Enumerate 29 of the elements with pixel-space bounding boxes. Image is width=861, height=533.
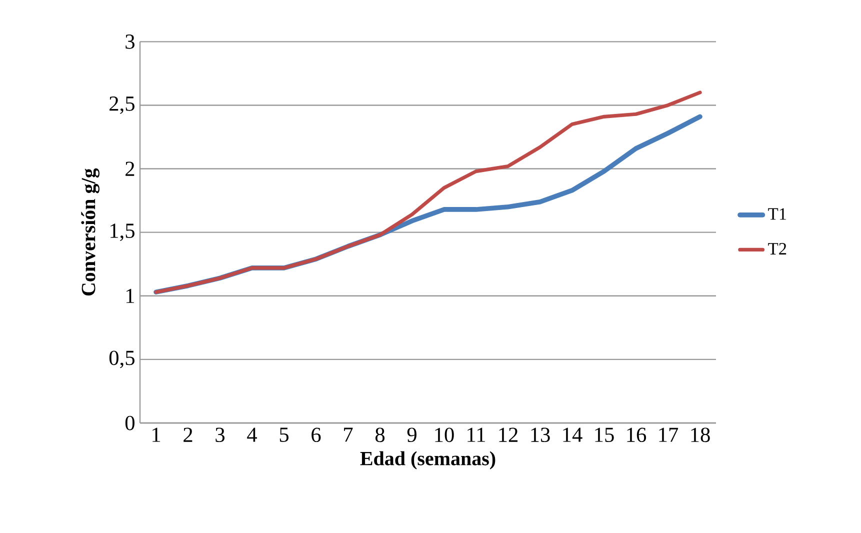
legend-label: T2 xyxy=(768,242,786,254)
x-tick-label: 11 xyxy=(468,428,485,442)
x-tick-label: 16 xyxy=(627,428,646,442)
x-tick-label: 6 xyxy=(312,428,321,442)
x-axis-title: Edad (semanas) xyxy=(360,451,496,470)
y-tick-label: 1,5 xyxy=(110,224,134,242)
x-tick-label: 3 xyxy=(216,428,224,442)
x-tick-label: 10 xyxy=(435,428,454,442)
x-tick-label: 17 xyxy=(659,428,678,442)
x-tick-label: 18 xyxy=(691,428,710,442)
x-tick-label: 1 xyxy=(152,428,160,442)
x-tick-label: 8 xyxy=(375,428,385,442)
x-tick-label: 7 xyxy=(344,428,353,442)
x-tick-label: 12 xyxy=(499,428,518,442)
x-tick-label: 13 xyxy=(531,428,550,442)
y-axis-title: Conversión g/g xyxy=(81,168,100,296)
y-tick-label: 2,5 xyxy=(110,96,134,114)
x-tick-label: 14 xyxy=(563,428,582,442)
x-tick-label: 4 xyxy=(247,428,257,442)
x-tick-label: 2 xyxy=(184,428,192,442)
y-tick-label: 2 xyxy=(126,162,134,176)
y-tick-label: 0 xyxy=(125,416,134,430)
y-tick-label: 1 xyxy=(126,288,134,303)
x-tick-label: 9 xyxy=(407,428,416,442)
x-tick-label: 5 xyxy=(280,428,288,442)
y-tick-label: 0,5 xyxy=(109,350,134,368)
x-tick-label: 15 xyxy=(595,428,614,442)
legend-label: T1 xyxy=(768,208,786,220)
y-tick-label: 3 xyxy=(126,34,134,49)
